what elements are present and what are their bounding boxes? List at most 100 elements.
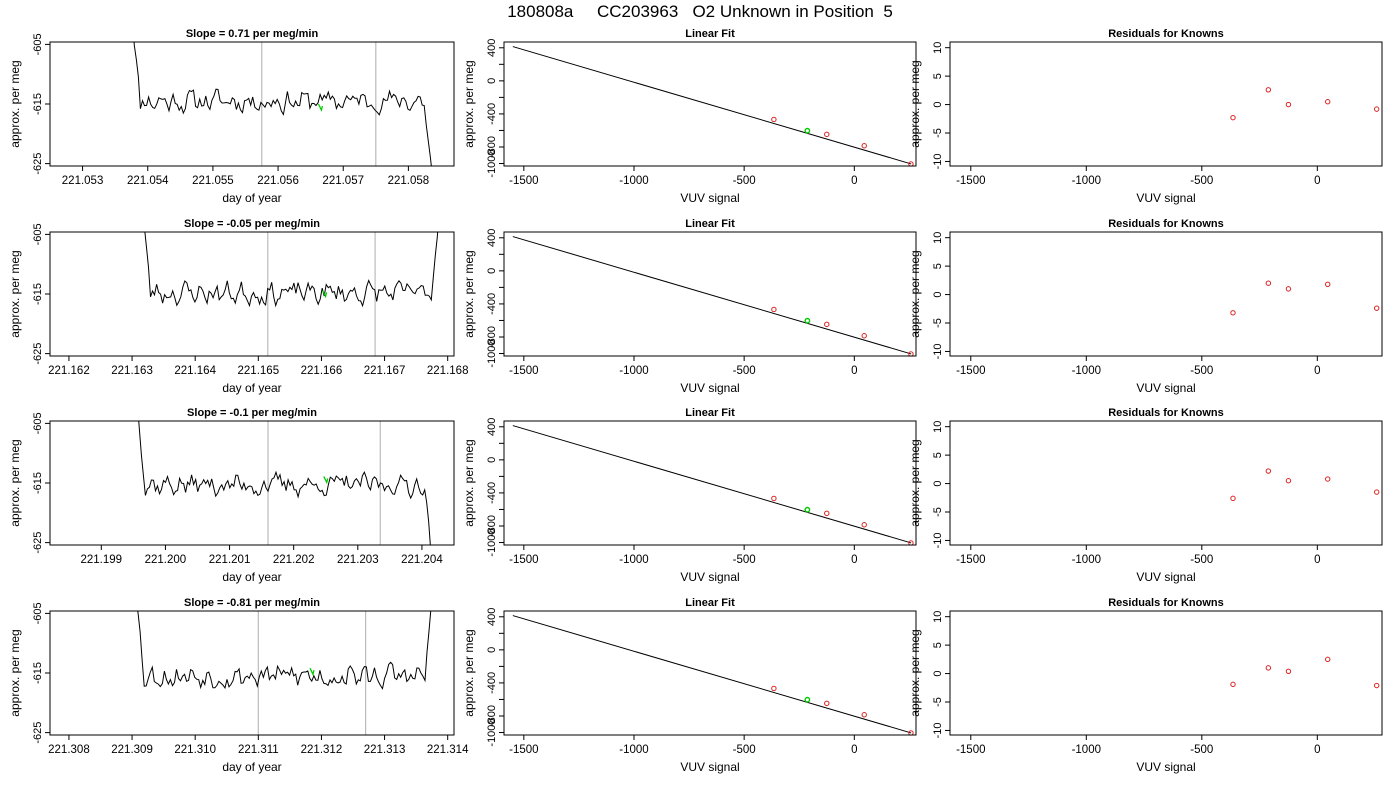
x-tick-label: -1000	[619, 554, 648, 566]
x-tick-label: 221.314	[427, 744, 469, 756]
y-tick-label: 0	[932, 292, 944, 298]
x-tick-label: -1500	[509, 175, 538, 187]
y-tick-label: -1000	[486, 528, 498, 556]
known-standard-point	[861, 522, 867, 528]
panel-title: Linear Fit	[685, 407, 735, 419]
y-tick-label: 0	[486, 268, 498, 274]
y-tick-label: 10	[932, 421, 944, 433]
x-tick-label: -1500	[509, 744, 538, 756]
x-tick-label: 0	[851, 175, 857, 187]
x-tick-label: -1500	[956, 744, 985, 756]
unknown-segment-marker	[323, 476, 329, 485]
x-tick-label: 221.057	[322, 175, 364, 187]
x-tick-label: -1500	[509, 554, 538, 566]
x-axis-label: day of year	[222, 570, 281, 584]
y-tick-label: -625	[32, 153, 44, 175]
panel-title: Slope = 0.71 per meg/min	[186, 28, 319, 40]
known-standard-point	[824, 510, 830, 517]
plot-frame	[949, 231, 1383, 357]
y-tick-label: -625	[32, 532, 44, 554]
x-tick-label: 0	[1314, 175, 1320, 187]
plot-frame	[49, 610, 455, 736]
panel-title: Linear Fit	[685, 28, 735, 40]
x-tick-label: 0	[1314, 554, 1320, 566]
unknown-point	[804, 696, 811, 703]
y-axis-label: approx. per meg	[462, 60, 476, 147]
x-tick-label: 0	[851, 744, 857, 756]
fit-line	[512, 236, 912, 355]
x-tick-label: -500	[1190, 744, 1213, 756]
y-tick-label: -615	[32, 283, 44, 305]
known-standard-point	[771, 685, 777, 692]
x-tick-label: -500	[1190, 554, 1213, 566]
signal-trace	[133, 42, 432, 166]
y-axis-label: approx. per meg	[8, 629, 22, 716]
residual-point	[1285, 668, 1292, 674]
y-axis-label: approx. per meg	[908, 60, 922, 147]
x-tick-label: -1000	[1072, 744, 1101, 756]
y-tick-label: -1000	[486, 718, 498, 746]
x-tick-label: 221.313	[364, 744, 406, 756]
x-tick-label: -1500	[956, 554, 985, 566]
y-tick-label: 0	[932, 102, 944, 108]
y-tick-label: 10	[932, 232, 944, 244]
plot-frame	[503, 231, 917, 357]
plot-frame	[949, 41, 1383, 167]
x-tick-label: -1000	[619, 365, 648, 377]
y-tick-label: -615	[32, 662, 44, 684]
x-tick-label: -500	[733, 744, 756, 756]
signal-trace	[137, 611, 432, 690]
y-tick-label: -400	[486, 103, 498, 125]
y-tick-label: 400	[486, 418, 498, 436]
y-tick-label: 0	[486, 647, 498, 653]
y-tick-label: -800	[486, 326, 498, 348]
x-axis-label: VUV signal	[1136, 570, 1195, 584]
y-tick-label: -400	[486, 672, 498, 694]
residual-point	[1325, 281, 1331, 288]
known-standard-point	[824, 131, 830, 138]
residual-point	[1373, 489, 1380, 495]
x-tick-label: -1500	[509, 365, 538, 377]
known-standard-point	[824, 321, 830, 328]
residual-point	[1230, 495, 1236, 502]
y-tick-label: -605	[32, 602, 44, 624]
y-tick-label: -10	[932, 153, 944, 169]
x-tick-label: -500	[1190, 175, 1213, 187]
figure-title: 180808a CC203963 O2 Unknown in Position …	[507, 2, 893, 21]
x-tick-label: 221.201	[209, 554, 251, 566]
x-tick-label: 221.168	[427, 365, 469, 377]
plot-frame	[49, 420, 455, 546]
plot-frame	[949, 610, 1383, 736]
unknown-segment-marker	[322, 290, 328, 299]
unknown-segment-marker	[309, 667, 315, 677]
fit-line	[512, 425, 912, 544]
panel-2-2: Linear Fit-1500 -1000 -500 0-1000-800-40004…	[462, 218, 917, 395]
unknown-point	[804, 317, 811, 324]
y-tick-label: -10	[932, 722, 944, 738]
panel-title: Linear Fit	[685, 218, 735, 230]
x-tick-label: -1000	[1072, 175, 1101, 187]
x-tick-label: 221.055	[192, 175, 234, 187]
panel-2-3: Residuals for Knowns -1500 -1000 -500 0 -10 -5…	[908, 218, 1383, 395]
residual-point	[1265, 280, 1272, 286]
y-axis-label: approx. per meg	[8, 250, 22, 337]
y-tick-label: 400	[486, 608, 498, 626]
y-tick-label: 0	[932, 481, 944, 487]
x-tick-label: 221.312	[301, 744, 343, 756]
panel-1-3: Residuals for Knowns -1500 -1000 -500 0 -10 -5…	[908, 28, 1383, 205]
known-standard-point	[824, 700, 830, 707]
y-tick-label: -625	[32, 722, 44, 744]
y-axis-label: approx. per meg	[908, 629, 922, 716]
x-tick-label: 0	[851, 554, 857, 566]
x-tick-label: 221.053	[62, 175, 104, 187]
x-tick-label: 221.310	[174, 744, 216, 756]
x-tick-label: 221.167	[364, 365, 406, 377]
fit-line	[512, 615, 912, 734]
x-tick-label: -1000	[619, 744, 648, 756]
x-tick-label: 0	[1314, 365, 1320, 377]
plot-frame	[503, 420, 917, 546]
y-tick-label: 0	[486, 78, 498, 84]
y-axis-label: approx. per meg	[462, 439, 476, 526]
x-tick-label: 221.202	[273, 554, 315, 566]
x-tick-label: 221.199	[81, 554, 123, 566]
